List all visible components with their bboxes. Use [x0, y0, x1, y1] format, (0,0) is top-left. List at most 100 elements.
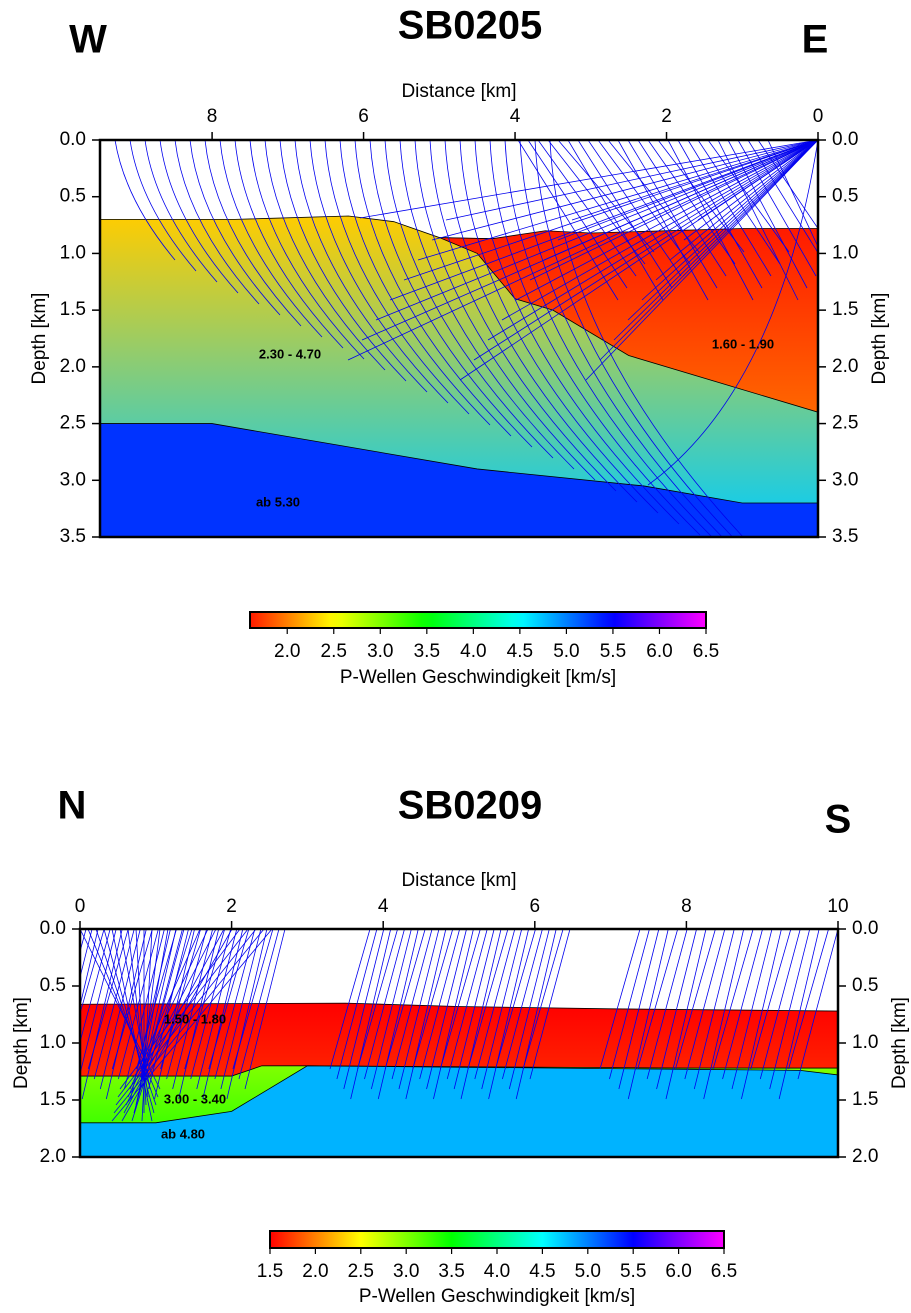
y-tick-label: 1.5: [832, 299, 858, 320]
ray-path: [609, 929, 650, 1080]
ray-path: [399, 140, 575, 470]
y-tick-label: 2.0: [832, 356, 858, 377]
direction-label: W: [69, 18, 107, 62]
ray-path: [184, 929, 226, 1070]
layer-boundary: [80, 1002, 838, 1012]
colorbar-tick-label: 3.5: [438, 1261, 464, 1282]
ray-path: [219, 140, 323, 338]
y-tick-label: 1.0: [40, 1032, 66, 1053]
ray-path: [665, 929, 707, 1100]
ray-path: [234, 140, 344, 349]
ray-path: [517, 140, 619, 301]
ray-path: [119, 929, 241, 1090]
ray-path: [675, 929, 716, 1070]
ray-path: [769, 929, 811, 1090]
ray-path: [641, 140, 818, 301]
ray-path: [111, 929, 153, 1070]
ray-path: [144, 140, 218, 283]
ray-path: [529, 140, 818, 281]
ray-path: [391, 929, 433, 1080]
ray-paths: [80, 929, 838, 1122]
y-tick-label: 0.5: [852, 975, 878, 996]
ray-path: [93, 929, 135, 1080]
y-axis-label: Depth [km]: [889, 997, 910, 1089]
ray-path: [439, 929, 481, 1070]
ray-path: [294, 140, 428, 393]
colorbar-tick-label: 2.5: [348, 1261, 374, 1282]
ray-path: [488, 929, 530, 1100]
ray-path: [115, 929, 257, 1106]
ray-path: [159, 140, 239, 294]
ray-path: [244, 929, 286, 1090]
ray-path: [81, 929, 123, 1100]
ray-path: [527, 140, 628, 289]
ray-path: [567, 140, 664, 301]
ray-path: [359, 140, 818, 219]
x-tick-label: 4: [510, 106, 521, 127]
y-tick-label: 0.0: [40, 918, 66, 939]
ray-path: [529, 929, 571, 1080]
x-tick-label: 2: [226, 896, 237, 917]
ray-path: [403, 140, 818, 281]
ray-path: [788, 929, 829, 1070]
ray-path: [515, 929, 557, 1100]
ray-path: [722, 929, 763, 1080]
ray-path: [597, 140, 691, 265]
colorbar-tick-label: 1.5: [257, 1261, 283, 1282]
ray-path: [190, 929, 232, 1080]
ray-path: [445, 140, 818, 221]
ray-path: [336, 929, 378, 1080]
colorbar-tick-label: 5.0: [553, 641, 579, 662]
y-tick-label: 0.0: [852, 918, 878, 939]
ray-path: [707, 140, 790, 253]
y-tick-label: 0.0: [832, 129, 858, 150]
layer-label: 3.00 - 3.40: [164, 1091, 226, 1106]
ray-path: [87, 929, 129, 1070]
y-tick-label: 0.0: [60, 129, 86, 150]
ray-path: [202, 929, 244, 1100]
x-tick-label: 4: [378, 896, 389, 917]
ray-path: [627, 140, 818, 321]
y-tick-label: 0.5: [60, 186, 86, 207]
ray-path: [350, 929, 392, 1100]
x-tick-label: 8: [207, 106, 218, 127]
ray-path: [174, 140, 260, 305]
layer-boundary: [80, 1065, 838, 1077]
ray-path: [370, 929, 412, 1090]
ray-path: [129, 929, 201, 1090]
ray-path: [693, 929, 735, 1090]
ray-path: [519, 140, 723, 537]
ray-path: [405, 929, 447, 1100]
ray-path: [717, 140, 799, 301]
ray-path: [238, 929, 280, 1080]
colorbar-tick-label: 3.5: [414, 641, 440, 662]
ray-path: [117, 929, 159, 1080]
ray-path: [504, 140, 713, 537]
ray-path: [757, 140, 818, 230]
ray-path: [121, 929, 233, 1122]
ray-path: [431, 140, 818, 241]
ray-path: [113, 929, 265, 1114]
y-tick-label: 1.5: [40, 1089, 66, 1110]
ray-path: [354, 140, 512, 437]
ray-path: [697, 140, 781, 265]
chart-title: SB0209: [398, 784, 543, 828]
colorbar-tick-label: 3.0: [367, 641, 393, 662]
ray-path: [214, 929, 256, 1080]
ray-path: [647, 140, 818, 486]
ray-path: [137, 929, 169, 1098]
x-axis-label: Distance [km]: [401, 870, 516, 891]
ray-path: [136, 929, 177, 1070]
ray-path: [677, 140, 763, 289]
colorbar-tick-label: 2.0: [274, 641, 300, 662]
layer-boundary: [100, 423, 818, 504]
ray-path: [339, 140, 491, 426]
ray-path: [377, 929, 419, 1100]
layer-label: ab 4.80: [161, 1126, 205, 1141]
ray-path: [80, 929, 117, 1076]
ray-path: [637, 140, 727, 277]
layer-label: 2.30 - 4.70: [259, 346, 321, 361]
ray-path: [141, 929, 153, 1122]
ray-path: [684, 929, 726, 1080]
